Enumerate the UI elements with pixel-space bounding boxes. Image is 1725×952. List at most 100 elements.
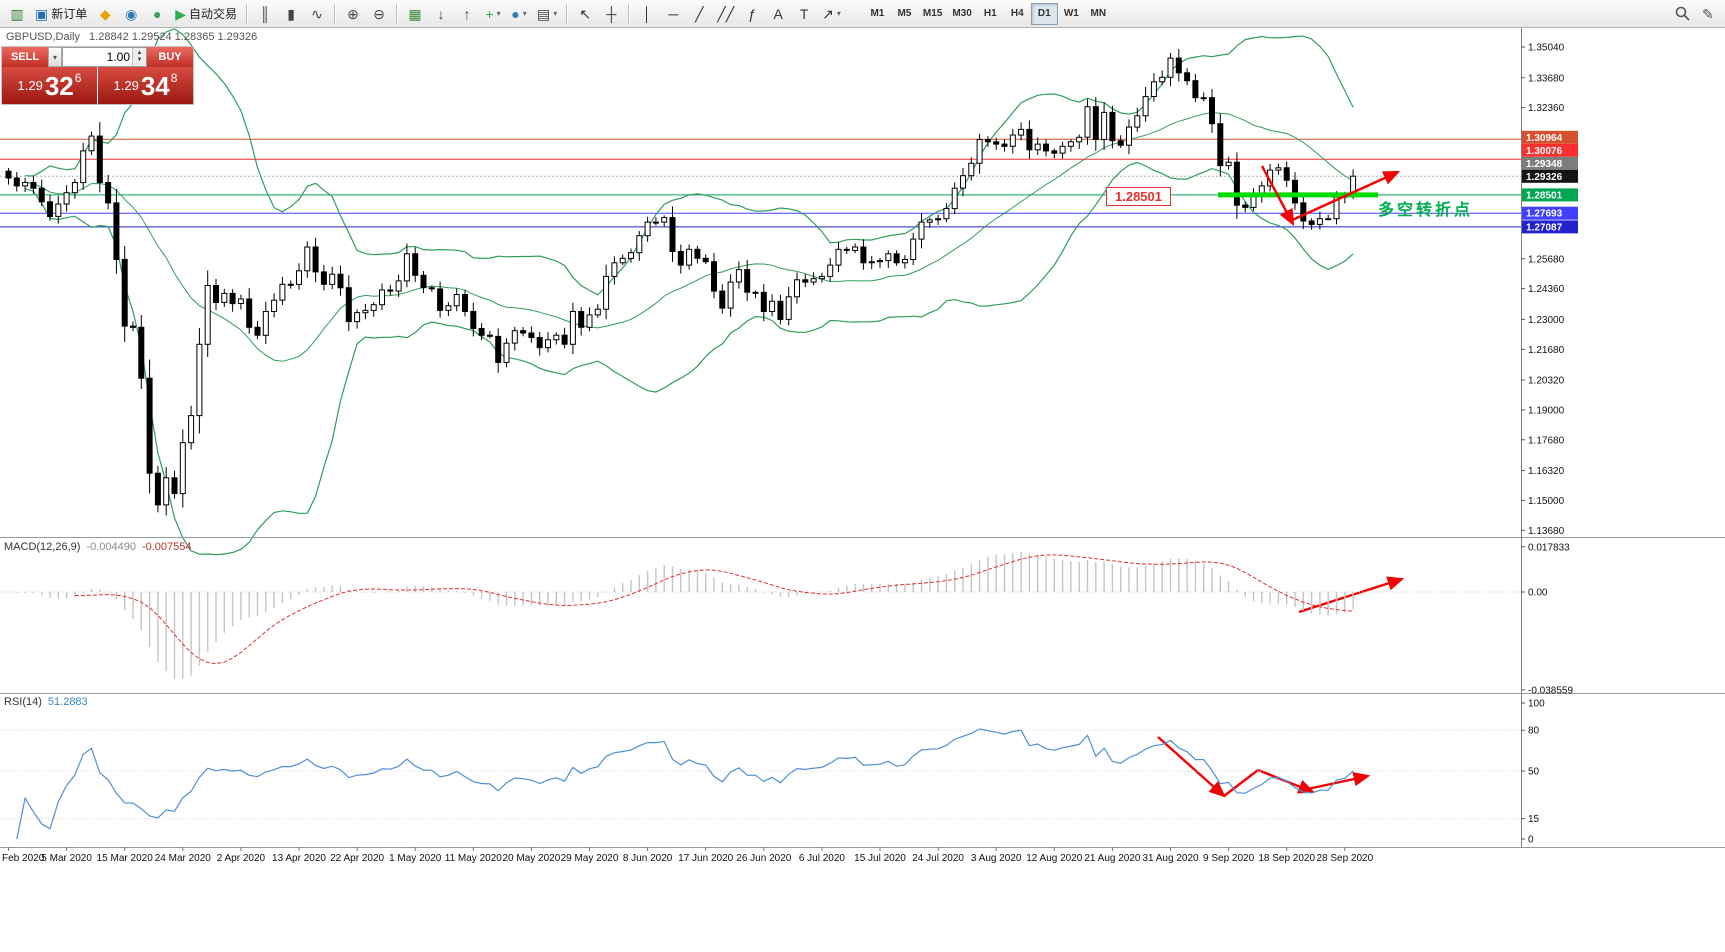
timeframe-d1-button[interactable]: D1 bbox=[1030, 2, 1058, 25]
trend-arrows-main[interactable] bbox=[1260, 165, 1401, 227]
vertical-line-tool-button[interactable]: │ bbox=[635, 2, 659, 26]
svg-text:1.25680: 1.25680 bbox=[1528, 254, 1565, 265]
svg-text:1.32360: 1.32360 bbox=[1528, 103, 1565, 114]
dropdown-arrow-icon: ▾ bbox=[553, 9, 558, 18]
rsi-indicator-label: RSI(14) 51.2883 bbox=[4, 696, 88, 708]
one-click-top-row: SELL ▾ ▲▼ BUY bbox=[2, 47, 193, 67]
macd-signal-value: -0.007554 bbox=[141, 541, 192, 553]
edit-button[interactable]: ✎ bbox=[1696, 2, 1720, 26]
add-indicator-button[interactable]: + ▾ bbox=[481, 2, 505, 26]
text-tool-button[interactable]: A bbox=[766, 2, 790, 26]
turning-point-note[interactable]: 多空转折点 bbox=[1378, 202, 1474, 219]
trend-arrows-macd[interactable] bbox=[1298, 576, 1405, 614]
svg-text:9 Sep 2020: 9 Sep 2020 bbox=[1203, 853, 1255, 864]
sell-price-big: 32 bbox=[44, 70, 74, 101]
arrows-tool-button[interactable]: ↗ ▾ bbox=[818, 2, 845, 26]
svg-text:1.28501: 1.28501 bbox=[1526, 190, 1563, 201]
svg-text:12 Aug 2020: 12 Aug 2020 bbox=[1026, 853, 1083, 864]
label-tool-button[interactable]: T bbox=[792, 2, 816, 26]
svg-text:1.29326: 1.29326 bbox=[1526, 172, 1563, 183]
svg-text:18 Sep 2020: 18 Sep 2020 bbox=[1258, 853, 1315, 864]
toolbar-separator bbox=[628, 3, 631, 24]
line-chart-mode-button[interactable]: ∿ bbox=[305, 2, 329, 26]
volume-stepper[interactable]: ▲ ▼ bbox=[132, 48, 146, 66]
svg-text:1.23000: 1.23000 bbox=[1528, 315, 1565, 326]
crosshair-button[interactable]: ┼ bbox=[599, 2, 623, 26]
trendline-tool-button[interactable]: ╱ bbox=[687, 2, 711, 26]
new-order-button[interactable]: ▣ 新订单 bbox=[31, 2, 91, 26]
template-selector-button[interactable]: ▤ ▾ bbox=[533, 2, 561, 26]
timeframe-m1-button[interactable]: M1 bbox=[864, 3, 891, 25]
timeframe-h4-button[interactable]: H4 bbox=[1004, 3, 1031, 25]
zoom-out-button[interactable]: ⊖ bbox=[367, 2, 391, 26]
sell-price-button[interactable]: 1.29 32 6 bbox=[2, 67, 97, 104]
line-chart-mode-icon: ∿ bbox=[311, 5, 323, 22]
arrange-ascending-button[interactable]: ↓ bbox=[429, 2, 453, 26]
text-tool-icon: A bbox=[773, 5, 783, 22]
svg-text:2 Apr 2020: 2 Apr 2020 bbox=[217, 853, 266, 864]
svg-text:80: 80 bbox=[1528, 726, 1540, 737]
candlestick-mode-button[interactable]: ▮ bbox=[279, 2, 303, 26]
timeframe-m5-button[interactable]: M5 bbox=[891, 3, 918, 25]
toolbar-separator bbox=[334, 3, 337, 24]
stepper-down-icon[interactable]: ▼ bbox=[136, 57, 143, 63]
new-order-icon: ▣ bbox=[35, 5, 49, 22]
timeframe-m15-button[interactable]: M15 bbox=[918, 3, 947, 25]
channel-tool-button[interactable]: ╱╱ bbox=[713, 2, 738, 26]
svg-text:13 Apr 2020: 13 Apr 2020 bbox=[272, 853, 326, 864]
pencil-icon: ✎ bbox=[1702, 5, 1714, 22]
period-selector-icon: ● bbox=[511, 5, 520, 22]
price-axis[interactable]: 1.35040 1.33680 1.32360 1.25680 1.24360 1.230… bbox=[1521, 43, 1565, 537]
svg-text:1.27087: 1.27087 bbox=[1526, 222, 1563, 233]
svg-text:15 Jul 2020: 15 Jul 2020 bbox=[854, 853, 906, 864]
svg-text:0: 0 bbox=[1528, 835, 1534, 846]
new-chart-button[interactable]: ▥ bbox=[5, 2, 29, 26]
bar-chart-mode-button[interactable]: ║ bbox=[253, 2, 277, 26]
tile-windows-button[interactable]: ▦ bbox=[403, 2, 427, 26]
timeframe-w1-button[interactable]: W1 bbox=[1058, 3, 1085, 25]
candlestick-layer bbox=[5, 49, 1357, 516]
trend-arrows-rsi[interactable] bbox=[1157, 736, 1371, 798]
zoom-in-icon: ⊕ bbox=[347, 5, 359, 22]
metaeditor-button[interactable]: ◆ bbox=[93, 2, 117, 26]
timeframe-m30-button[interactable]: M30 bbox=[947, 3, 976, 25]
timeframe-mn-button[interactable]: MN bbox=[1085, 3, 1112, 25]
market-watch-button[interactable]: ◉ bbox=[119, 2, 143, 26]
horizontal-level-lines[interactable] bbox=[0, 138, 1521, 228]
dropdown-arrow-icon: ▾ bbox=[836, 9, 841, 18]
cursor-button[interactable]: ↖ bbox=[573, 2, 597, 26]
period-selector-button[interactable]: ● ▾ bbox=[507, 2, 531, 26]
svg-text:8 Jun 2020: 8 Jun 2020 bbox=[623, 853, 673, 864]
svg-text:50: 50 bbox=[1528, 767, 1540, 778]
autotrading-button[interactable]: ▶ 自动交易 bbox=[171, 2, 241, 26]
autotrading-label: 自动交易 bbox=[189, 7, 238, 21]
data-window-button[interactable]: ● bbox=[145, 2, 169, 26]
timeframe-h1-button[interactable]: H1 bbox=[977, 3, 1004, 25]
dropdown-arrow-icon: ▾ bbox=[496, 9, 501, 18]
toolbar-separator bbox=[246, 3, 249, 24]
svg-text:1.33680: 1.33680 bbox=[1528, 73, 1565, 84]
zoom-in-button[interactable]: ⊕ bbox=[341, 2, 365, 26]
metaeditor-icon: ◆ bbox=[99, 5, 111, 22]
macd-name: MACD(12,26,9) bbox=[4, 541, 81, 553]
search-icon bbox=[1675, 6, 1690, 21]
buy-price-button[interactable]: 1.29 34 8 bbox=[98, 67, 193, 104]
volume-input[interactable] bbox=[63, 48, 132, 66]
support-price-callout[interactable]: 1.28501 bbox=[1106, 187, 1171, 206]
stepper-up-icon[interactable]: ▲ bbox=[136, 50, 143, 57]
toolbar-right-group: ✎ bbox=[1669, 2, 1721, 26]
svg-text:20 May 2020: 20 May 2020 bbox=[502, 853, 560, 864]
arrange-descending-button[interactable]: ↑ bbox=[455, 2, 479, 26]
volume-preset-dropdown[interactable]: ▾ bbox=[48, 47, 62, 67]
svg-text:0.00: 0.00 bbox=[1528, 588, 1548, 599]
horizontal-line-tool-button[interactable]: ─ bbox=[661, 2, 685, 26]
dropdown-arrow-icon: ▾ bbox=[522, 9, 527, 18]
svg-text:28 Sep 2020: 28 Sep 2020 bbox=[1316, 853, 1373, 864]
svg-text:1.27693: 1.27693 bbox=[1526, 209, 1563, 220]
trendline-tool-icon: ╱ bbox=[695, 5, 704, 22]
fibonacci-tool-button[interactable]: ƒ bbox=[740, 2, 764, 26]
search-button[interactable] bbox=[1670, 2, 1694, 26]
sell-price-pip: 6 bbox=[74, 70, 82, 85]
